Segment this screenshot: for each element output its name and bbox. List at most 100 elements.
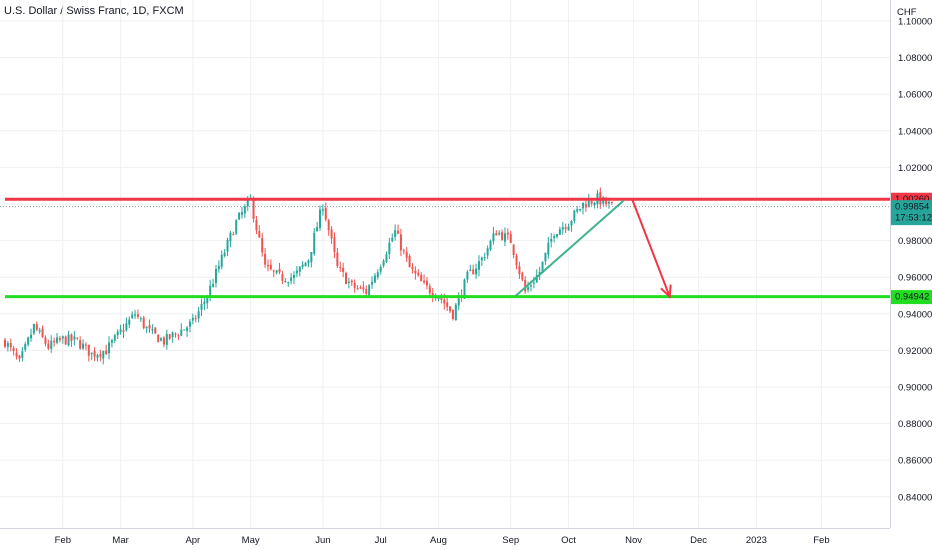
candle-body [544,252,547,262]
time-tick-label: Apr [185,535,200,546]
candle-body [512,244,515,255]
candle-body [307,260,310,264]
candle-body [165,333,168,345]
candle-body [446,302,449,307]
candle-body [521,272,524,280]
candle-body [587,199,590,208]
time-tick-label: Sep [502,535,519,546]
price-tick-label: 1.04000 [898,126,932,137]
candle-body [50,340,53,349]
candle-body [197,311,200,319]
candle-body [226,239,229,252]
grid-lines [0,0,890,528]
trendline [514,199,625,298]
price-tick-label: 0.90000 [898,383,932,394]
candle-body [73,336,76,340]
candle-body [425,280,428,286]
candle-body [570,221,573,226]
candle-body [15,352,18,357]
candle-body [93,350,96,357]
candle-body [203,301,206,305]
candle-body [6,343,9,347]
candle-body [252,197,255,219]
candle-body [139,318,142,320]
time-tick-label: Dec [690,535,707,546]
candle-body [194,318,197,320]
candle-body [4,339,6,347]
candle-body [61,336,64,339]
candle-body [480,257,483,261]
candle-body [316,227,319,232]
candle-body [44,337,47,344]
candle-body [82,343,85,349]
candle-body [38,330,41,332]
time-tick-label: May [242,535,260,546]
candle-body [119,329,122,333]
candle-body [76,337,79,339]
candle-body [503,233,506,242]
candle-body [541,261,544,272]
candle-body [561,227,564,230]
candle-body [501,232,504,240]
candle-body [131,314,134,318]
candle-body [385,254,388,262]
candle-body [469,269,472,272]
time-tick-label: Jun [315,535,330,546]
candle-body [345,272,348,285]
candle-body [128,319,131,325]
candle-body [590,201,593,204]
candle-body [454,304,457,320]
candle-body [437,297,440,299]
candle-body [238,212,241,220]
candle-body [24,344,27,350]
horizontal-levels[interactable] [0,197,890,299]
candle-body [391,237,394,242]
candle-body [564,227,567,230]
time-tick-label: Oct [561,535,576,546]
candle-body [573,210,576,221]
candle-body [264,253,267,265]
candle-body [125,323,128,331]
candle-body [399,234,402,251]
price-axis[interactable]: 0.84000 0.86000 0.88000 0.90000 0.92000 0.940… [898,17,932,504]
candle-body [183,329,186,331]
candle-body [449,306,452,312]
candle-body [498,232,501,235]
candle-body [261,237,264,253]
price-tick-label: 0.96000 [898,273,932,284]
candle-body [356,288,359,290]
candle-body [463,279,466,299]
drawings[interactable] [514,198,672,299]
candle-body [290,277,293,281]
time-tick-label: Jul [375,535,387,546]
candle-body [174,333,177,335]
candle-body [405,252,408,258]
candle-body [21,351,24,358]
candle-body [431,293,434,297]
candle-body [136,314,139,317]
candle-body [492,233,495,242]
candle-body [420,274,423,282]
candle-body [220,254,223,267]
candle-body [18,355,21,359]
last-price-badge-text: 17:53:12 [895,213,932,224]
candle-body [347,281,350,283]
candle-body [148,325,151,329]
candle-body [495,233,498,236]
candle-body [532,282,535,284]
price-tick-label: 0.98000 [898,236,932,247]
candle-body [365,289,368,294]
candle-body [333,237,336,252]
candle-body [9,342,12,348]
candle-body [186,327,189,331]
candle-body [87,344,90,356]
candle-body [151,328,154,331]
candle-body [373,275,376,283]
price-tick-label: 1.02000 [898,163,932,174]
candle-body [558,229,561,235]
candle-body [359,287,362,289]
candle-body [67,334,70,346]
candle-body [56,337,59,343]
time-axis[interactable]: Feb Mar Apr May Jun Jul Aug Sep Oct Nov Dec 2023 Feb [55,535,830,546]
